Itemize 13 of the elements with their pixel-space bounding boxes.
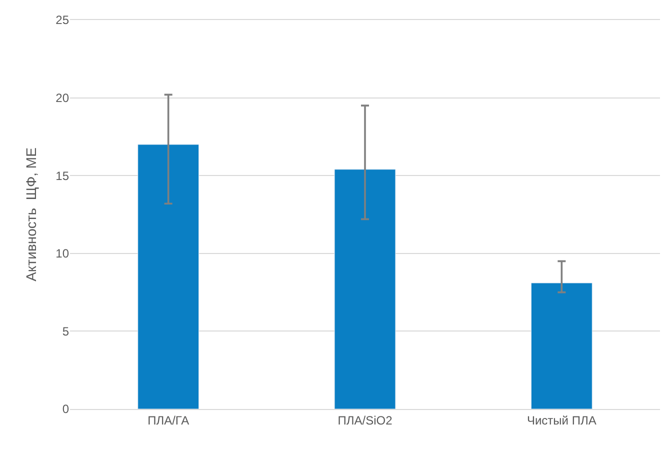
bar (334, 169, 396, 409)
x-tick-label: Чистый ПЛА (526, 413, 596, 428)
y-axis-title: Активность ЩФ, МЕ (23, 148, 40, 282)
bar (138, 144, 200, 409)
y-tick-label: 15 (56, 168, 70, 183)
x-tick-label: ПЛА/ГА (148, 413, 190, 428)
y-tick-label: 10 (56, 246, 70, 261)
y-tick-label: 20 (56, 91, 70, 105)
y-tick-label: 25 (56, 13, 70, 28)
x-tick-label: ПЛА/SiO2 (338, 413, 393, 428)
y-tick-label: 0 (62, 402, 70, 416)
bar (530, 282, 592, 409)
y-tick-label: 5 (62, 324, 70, 338)
